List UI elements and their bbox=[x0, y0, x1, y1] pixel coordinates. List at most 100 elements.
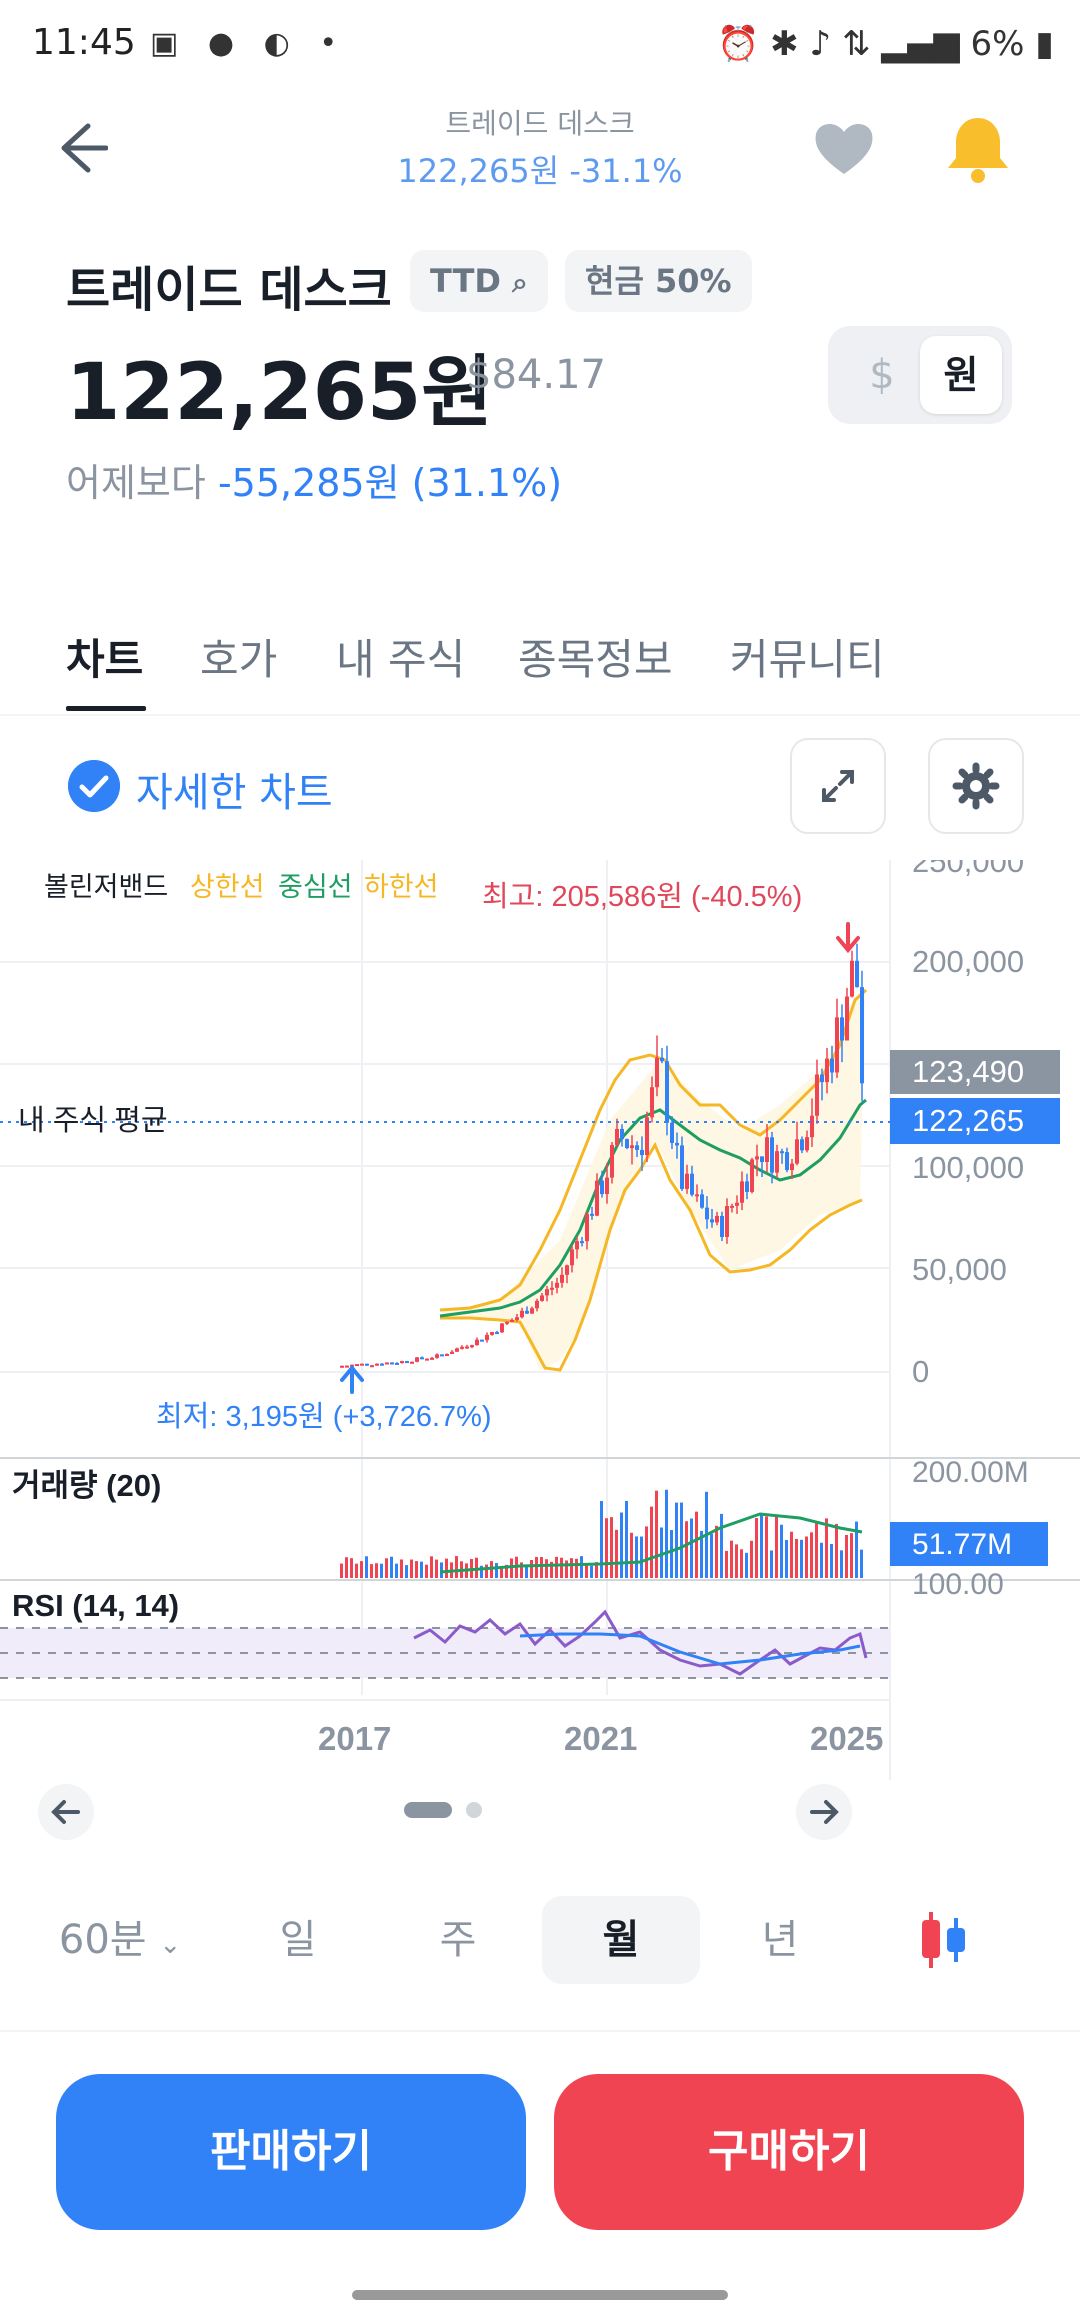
detail-chart-label[interactable]: 자세한 차트 bbox=[136, 770, 333, 816]
volume-bar bbox=[580, 1556, 583, 1578]
ticker-chip[interactable]: TTD ⌕ bbox=[410, 250, 548, 312]
volume-bar bbox=[760, 1513, 763, 1578]
candle-body bbox=[715, 1215, 719, 1223]
candle-body bbox=[505, 1321, 509, 1324]
tab-stock-info[interactable]: 종목정보 bbox=[518, 635, 673, 684]
tab-my-stock[interactable]: 내 주식 bbox=[336, 635, 466, 684]
tab-chart[interactable]: 차트 bbox=[66, 635, 144, 684]
divider bbox=[0, 2030, 1080, 2032]
usd-price: $84.17 bbox=[466, 352, 606, 398]
volume-bar bbox=[415, 1561, 418, 1578]
candle-body bbox=[645, 1117, 649, 1156]
signal-icon: ▂▄▆ bbox=[881, 24, 960, 64]
candle-body bbox=[600, 1180, 604, 1195]
tab-orderbook[interactable]: 호가 bbox=[200, 635, 278, 684]
candle-body bbox=[595, 1180, 599, 1216]
candle-body bbox=[405, 1361, 409, 1364]
mute-icon: ♪ bbox=[809, 24, 832, 64]
check-icon[interactable] bbox=[68, 760, 120, 812]
x-tick-2025: 2025 bbox=[810, 1720, 883, 1757]
volume-bar bbox=[565, 1560, 568, 1578]
volume-bar bbox=[440, 1562, 443, 1578]
diff-label: 어제보다 bbox=[66, 461, 206, 505]
bell-icon[interactable] bbox=[944, 112, 1012, 184]
chart-prev-button[interactable] bbox=[38, 1784, 94, 1840]
period-month[interactable]: 월 bbox=[542, 1896, 700, 1984]
volume-bar bbox=[395, 1563, 398, 1578]
volume-bar bbox=[430, 1556, 433, 1578]
volume-bar bbox=[655, 1490, 658, 1578]
volume-bar bbox=[500, 1565, 503, 1578]
header-price-value: 122,265원 bbox=[397, 152, 560, 190]
volume-bar bbox=[550, 1561, 553, 1578]
volume-bar bbox=[445, 1558, 448, 1578]
volume-bar bbox=[480, 1565, 483, 1578]
y-tick-200000: 200,000 bbox=[912, 944, 1024, 979]
candle-body bbox=[605, 1177, 609, 1195]
candle-type-icon[interactable] bbox=[916, 1908, 970, 1972]
volume-current-tag bbox=[890, 1522, 1048, 1566]
candle-body bbox=[615, 1128, 619, 1146]
volume-bar bbox=[400, 1559, 403, 1578]
candle-body bbox=[430, 1357, 434, 1360]
tab-community[interactable]: 커뮤니티 bbox=[730, 635, 885, 684]
volume-bar bbox=[670, 1530, 673, 1578]
candle-body bbox=[675, 1142, 679, 1146]
period-day[interactable]: 일 bbox=[279, 1917, 317, 1963]
candle-body bbox=[755, 1156, 759, 1160]
volume-bar bbox=[560, 1557, 563, 1578]
buy-button[interactable]: 구매하기 bbox=[554, 2074, 1024, 2230]
period-60min[interactable]: 60분 ⌄ bbox=[40, 1896, 200, 1984]
candle-body bbox=[420, 1357, 424, 1360]
candle-body bbox=[630, 1145, 634, 1149]
expand-icon bbox=[822, 770, 854, 802]
candle-body bbox=[830, 1058, 834, 1073]
volume-bar bbox=[860, 1549, 863, 1578]
candle-body bbox=[545, 1289, 549, 1296]
candle-body bbox=[585, 1213, 589, 1242]
currency-usd-option[interactable]: $ bbox=[869, 352, 895, 398]
candle-body bbox=[500, 1323, 504, 1333]
volume-bar bbox=[710, 1533, 713, 1578]
currency-toggle[interactable]: $ 원 bbox=[828, 326, 1012, 424]
candle-body bbox=[520, 1310, 524, 1318]
sell-button[interactable]: 판매하기 bbox=[56, 2074, 526, 2230]
candle-body bbox=[640, 1149, 644, 1156]
volume-bar bbox=[720, 1513, 723, 1578]
volume-bar bbox=[675, 1502, 678, 1578]
currency-krw-option[interactable]: 원 bbox=[920, 336, 1002, 414]
volume-bar bbox=[695, 1511, 698, 1578]
low-label: 최저: 3,195원 (+3,726.7%) bbox=[156, 1401, 492, 1433]
bollinger-fill bbox=[440, 990, 865, 1370]
back-arrow-icon[interactable] bbox=[48, 118, 108, 178]
period-year[interactable]: 년 bbox=[761, 1917, 799, 1963]
heart-icon[interactable] bbox=[812, 118, 876, 178]
volume-bar bbox=[540, 1557, 543, 1578]
period-week[interactable]: 주 bbox=[439, 1917, 477, 1963]
candle-body bbox=[540, 1295, 544, 1301]
candle-body bbox=[365, 1363, 369, 1366]
expand-button[interactable] bbox=[790, 738, 886, 834]
volume-bar bbox=[725, 1550, 728, 1578]
volume-bar bbox=[345, 1557, 348, 1578]
diff-value: -55,285원 (31.1%) bbox=[217, 461, 563, 505]
volume-bar bbox=[360, 1561, 363, 1578]
candle-body bbox=[345, 1365, 349, 1368]
candle-body bbox=[665, 1061, 669, 1123]
candle-body bbox=[705, 1207, 709, 1220]
candle-body bbox=[775, 1151, 779, 1173]
cash-chip[interactable]: 현금 50% bbox=[565, 250, 752, 312]
volume-bar bbox=[605, 1518, 608, 1578]
candle-body bbox=[815, 1074, 819, 1116]
settings-button[interactable] bbox=[928, 738, 1024, 834]
volume-bar bbox=[435, 1559, 438, 1578]
candle-body bbox=[515, 1317, 519, 1320]
price-chart[interactable]: 볼린저밴드 상한선 중심선 하한선 최고: 205,586원 (-40.5%) … bbox=[0, 860, 1080, 1780]
volume-bar bbox=[770, 1550, 773, 1578]
candle-body bbox=[555, 1282, 559, 1288]
volume-bar bbox=[835, 1523, 838, 1578]
candle-body bbox=[480, 1339, 484, 1342]
volume-bar bbox=[425, 1564, 428, 1578]
volume-bar bbox=[600, 1501, 603, 1578]
chart-next-button[interactable] bbox=[796, 1784, 852, 1840]
